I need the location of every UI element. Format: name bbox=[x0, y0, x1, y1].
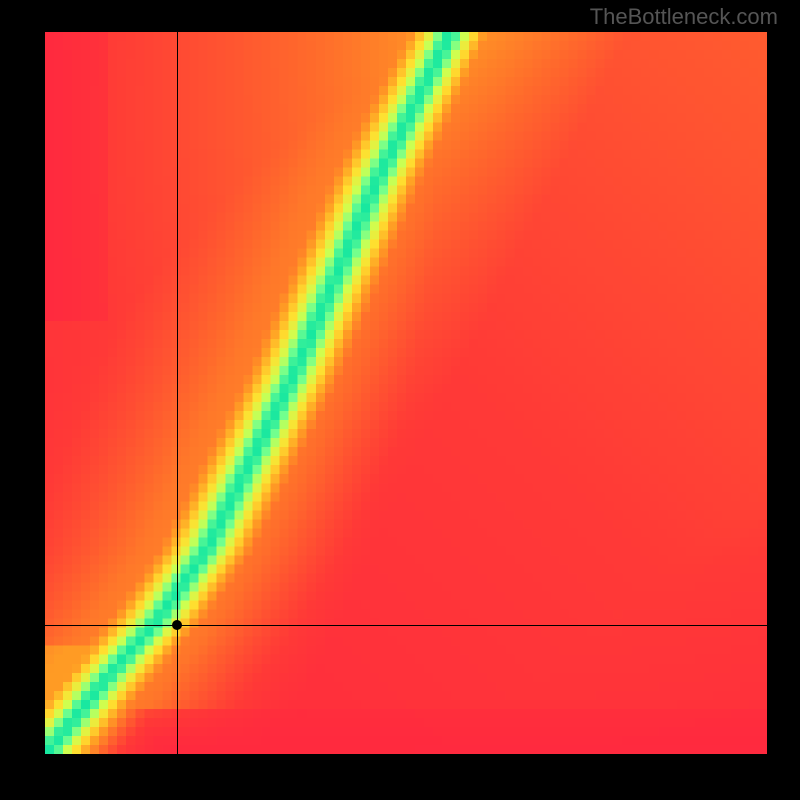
heatmap-canvas bbox=[45, 32, 767, 754]
crosshair-horizontal bbox=[45, 625, 767, 626]
watermark-text: TheBottleneck.com bbox=[590, 4, 778, 30]
crosshair-vertical bbox=[177, 32, 178, 754]
chart-container: TheBottleneck.com bbox=[0, 0, 800, 800]
plot-area bbox=[45, 32, 767, 754]
